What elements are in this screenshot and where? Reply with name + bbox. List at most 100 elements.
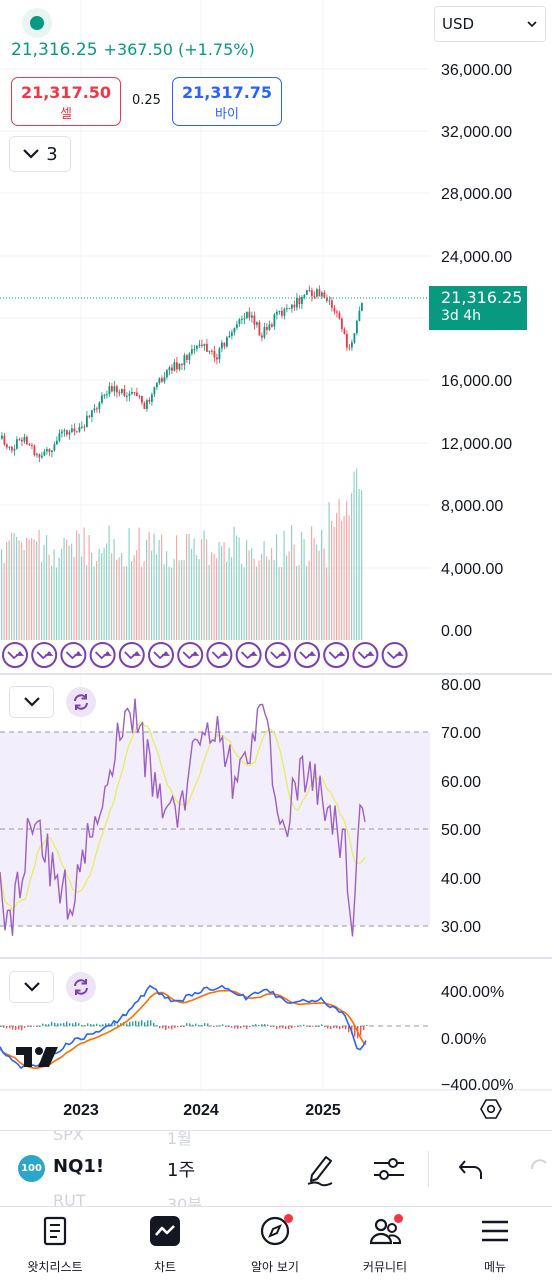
- macd-histogram-bar: [318, 1025, 320, 1027]
- macd-collapse-button[interactable]: [9, 971, 54, 1003]
- event-arrow-icon[interactable]: [2, 642, 28, 668]
- candle: [253, 315, 256, 325]
- price-axis-label: 0.00: [441, 623, 472, 640]
- macd-histogram-bar: [45, 1024, 47, 1026]
- candle: [328, 300, 331, 302]
- volume-bar: [186, 534, 188, 640]
- event-arrow-icon[interactable]: [118, 642, 145, 668]
- event-arrow-icon[interactable]: [235, 642, 262, 668]
- event-arrow-glyph: [65, 651, 83, 660]
- event-arrow-icon[interactable]: [206, 642, 233, 668]
- volume-bar: [248, 550, 250, 640]
- event-arrow-icon[interactable]: [264, 642, 291, 668]
- interval-next[interactable]: 30분: [167, 1195, 203, 1206]
- bar-countdown: 3d 4h: [441, 308, 482, 324]
- event-arrow-icon[interactable]: [89, 642, 116, 668]
- drawing-pencil-icon[interactable]: [304, 1151, 336, 1187]
- candle: [126, 395, 128, 397]
- macd-histogram-bar: [33, 1025, 35, 1027]
- macd-histogram-bar: [174, 1026, 176, 1028]
- event-arrow-glyph: [182, 651, 200, 660]
- volume-bar: [101, 553, 103, 640]
- redo-icon[interactable]: [528, 1151, 552, 1187]
- rsi-collapse-button[interactable]: [9, 686, 54, 718]
- volume-bar: [143, 560, 145, 640]
- volume-bar: [151, 550, 153, 640]
- candle: [181, 363, 183, 365]
- event-arrow-icon[interactable]: [352, 642, 379, 668]
- candle: [51, 450, 53, 453]
- candle: [241, 319, 243, 321]
- interval-selector[interactable]: 1주: [167, 1160, 196, 1181]
- volume-bar: [171, 567, 173, 640]
- volume-bar: [316, 544, 318, 640]
- event-arrow-icon[interactable]: [381, 642, 408, 668]
- candle: [28, 444, 31, 446]
- candle: [26, 436, 28, 445]
- macd-histogram-bar: [168, 1026, 170, 1029]
- candle: [201, 344, 203, 346]
- nav-ideas[interactable]: 알아 보기: [220, 1207, 330, 1280]
- macd-histogram-bar: [15, 1026, 17, 1030]
- chart-icon: [150, 1216, 180, 1246]
- candle: [356, 320, 358, 334]
- symbol-selector[interactable]: NQ1!: [53, 1156, 105, 1177]
- time-axis-label: 2024: [183, 1102, 219, 1119]
- volume-bar: [338, 498, 340, 640]
- event-arrow-icon[interactable]: [60, 642, 87, 668]
- macd-histogram-bar: [138, 1021, 140, 1026]
- event-arrow-icon[interactable]: [148, 642, 174, 668]
- buy-button[interactable]: 21,317.75 바이: [172, 77, 282, 126]
- candle: [353, 333, 356, 343]
- nav-watchlist[interactable]: 왓치리스트: [0, 1207, 110, 1280]
- price-axis-label: 36,000.00: [441, 62, 512, 79]
- macd-histogram-bar: [129, 1021, 131, 1026]
- macd-histogram-bar: [285, 1026, 287, 1029]
- volume-bar: [61, 548, 63, 640]
- chart-canvas[interactable]: 36,000.00 32,000.00 28,000.00 24,000.00 16,0…: [0, 0, 552, 1130]
- chart-settings-icon[interactable]: [480, 1098, 502, 1120]
- candle: [291, 304, 293, 309]
- macd-histogram-bar: [327, 1026, 329, 1029]
- rsi-refresh-button[interactable]: [66, 687, 96, 717]
- volume-bar: [213, 553, 215, 640]
- volume-bar: [136, 550, 138, 640]
- undo-icon[interactable]: [456, 1151, 486, 1187]
- event-arrow-glyph: [357, 651, 375, 660]
- candle: [293, 304, 296, 308]
- nav-community[interactable]: 커뮤니티: [330, 1207, 440, 1280]
- symbol-next[interactable]: RUT: [53, 1191, 86, 1206]
- volume-bar: [71, 543, 73, 640]
- volume-bar: [211, 552, 213, 640]
- event-arrow-circle: [60, 642, 87, 668]
- candle: [341, 318, 343, 330]
- indicators-sliders-icon[interactable]: [372, 1151, 406, 1187]
- toolbar-divider: [428, 1151, 429, 1187]
- volume-bar: [188, 534, 190, 640]
- candle: [176, 362, 178, 370]
- event-arrow-icon[interactable]: [323, 642, 350, 668]
- indicator-collapse-button[interactable]: 3: [9, 136, 71, 172]
- event-arrow-icon[interactable]: [294, 642, 320, 668]
- candle: [288, 308, 291, 310]
- volume-bar: [76, 530, 78, 640]
- macd-refresh-button[interactable]: [66, 972, 96, 1002]
- macd-histogram-bar: [333, 1026, 335, 1028]
- nav-menu[interactable]: 메뉴: [440, 1207, 550, 1280]
- candle: [156, 383, 158, 388]
- nav-chart[interactable]: 차트: [110, 1207, 220, 1280]
- candle: [316, 289, 318, 297]
- event-arrow-icon[interactable]: [177, 642, 204, 668]
- volume-bar: [6, 542, 8, 640]
- macd-histogram-bar: [240, 1026, 242, 1029]
- macd-histogram-bar: [192, 1024, 194, 1026]
- event-arrow-icon[interactable]: [31, 642, 58, 668]
- interval-prev[interactable]: 1월: [167, 1130, 192, 1148]
- candle: [1, 435, 3, 439]
- volume-bar: [1, 549, 3, 640]
- sell-button[interactable]: 21,317.50 셀: [11, 77, 121, 126]
- buy-price: 21,317.75: [181, 83, 273, 102]
- chart-area[interactable]: 36,000.00 32,000.00 28,000.00 24,000.00 16,0…: [0, 0, 552, 1130]
- currency-select[interactable]: USD: [434, 6, 546, 42]
- symbol-prev[interactable]: SPX: [53, 1130, 84, 1144]
